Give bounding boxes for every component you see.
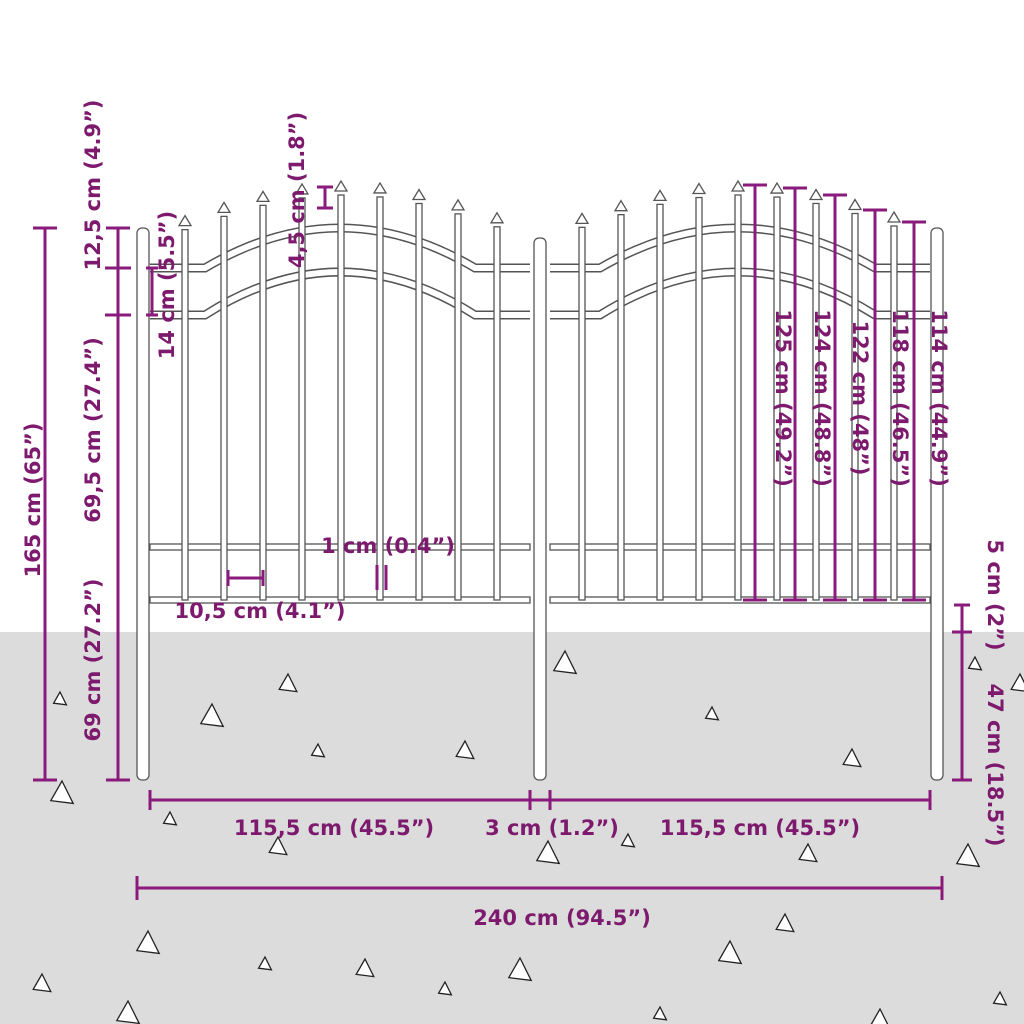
rock: [162, 810, 178, 826]
label-rail-gap: 14 cm (5.5”): [155, 211, 179, 359]
rock: [52, 690, 68, 706]
rock: [355, 957, 375, 978]
label-spike: 4,5 cm (1.8”): [285, 112, 309, 268]
rock: [552, 649, 578, 675]
label-bottom-section: 69 cm (27.2”): [81, 579, 105, 742]
label-125: 125 cm (49.2”): [771, 309, 795, 487]
rock: [1010, 672, 1024, 692]
picket-spike: [652, 189, 668, 202]
label-panel-left: 115,5 cm (45.5”): [234, 816, 434, 840]
picket: [220, 215, 228, 601]
picket: [493, 226, 501, 601]
label-114: 114 cm (44.9”): [927, 309, 951, 487]
picket: [617, 214, 625, 601]
rock: [199, 702, 225, 728]
rock: [992, 990, 1008, 1006]
picket-spike: [333, 179, 349, 192]
label-post-gap: 3 cm (1.2”): [485, 816, 619, 840]
picket: [337, 194, 345, 601]
picket-spike: [574, 212, 590, 225]
rock: [135, 929, 161, 955]
picket: [181, 228, 189, 601]
picket-spike: [769, 181, 785, 194]
fence: [136, 179, 944, 781]
post: [533, 237, 547, 781]
rock: [268, 835, 288, 856]
picket: [851, 212, 859, 601]
picket: [578, 226, 586, 601]
rock: [775, 912, 795, 933]
rock: [717, 939, 743, 965]
label-top-section: 12,5 cm (4.9”): [81, 100, 105, 271]
gravel-rocks: [32, 649, 1024, 1024]
picket-spike: [450, 198, 466, 211]
label-total-width: 240 cm (94.5”): [473, 906, 651, 930]
picket-spike: [489, 211, 505, 224]
label-post-depth: 47 cm (18.5”): [983, 684, 1007, 847]
post: [930, 227, 944, 781]
rock: [842, 747, 862, 768]
picket: [415, 202, 423, 601]
label-124: 124 cm (48.8”): [810, 309, 834, 487]
rock: [798, 842, 818, 863]
post: [136, 227, 150, 781]
picket: [656, 203, 664, 601]
rock: [507, 956, 533, 982]
rock: [115, 999, 141, 1024]
picket-spike: [255, 190, 271, 203]
picket-spike: [886, 210, 902, 223]
rock: [437, 980, 453, 996]
picket-spike: [691, 182, 707, 195]
picket: [454, 213, 462, 601]
label-118: 118 cm (46.5”): [888, 309, 912, 487]
picket: [259, 204, 267, 601]
rock: [620, 832, 636, 848]
ground: [0, 632, 1024, 1024]
label-122: 122 cm (48”): [848, 320, 872, 475]
label-ground-gap: 5 cm (2”): [983, 539, 1007, 650]
picket-spike: [177, 214, 193, 227]
rock: [652, 1005, 668, 1021]
rock: [955, 842, 981, 868]
picket-spike: [294, 182, 310, 195]
rock: [967, 655, 983, 671]
picket-spike: [847, 198, 863, 211]
picket: [734, 194, 742, 601]
rock: [870, 1007, 889, 1024]
picket: [890, 225, 898, 601]
rock: [32, 972, 52, 993]
picket: [695, 196, 703, 601]
rock: [535, 839, 561, 865]
picket-spike: [411, 188, 427, 201]
rock: [278, 672, 298, 693]
picket-spike: [808, 188, 824, 201]
label-panel-right: 115,5 cm (45.5”): [660, 816, 860, 840]
dimension-lines: [33, 183, 972, 900]
label-middle-section: 69,5 cm (27.4”): [81, 337, 105, 523]
dimension-labels: 165 cm (65”) 12,5 cm (4.9”) 69,5 cm (27.…: [21, 100, 1007, 930]
rock: [49, 779, 75, 805]
picket: [376, 196, 384, 601]
picket-spike: [372, 181, 388, 194]
picket: [812, 202, 820, 601]
rock: [310, 742, 326, 758]
label-bar-spacing: 10,5 cm (4.1”): [175, 599, 346, 623]
rock: [704, 705, 720, 721]
label-total-height: 165 cm (65”): [21, 422, 45, 577]
picket: [773, 196, 781, 601]
rock: [455, 739, 475, 760]
picket-spike: [216, 201, 232, 214]
label-bar-width: 1 cm (0.4”): [321, 534, 455, 558]
picket-spike: [730, 179, 746, 192]
picket: [298, 197, 306, 601]
picket-spike: [613, 199, 629, 212]
rock: [257, 955, 273, 971]
